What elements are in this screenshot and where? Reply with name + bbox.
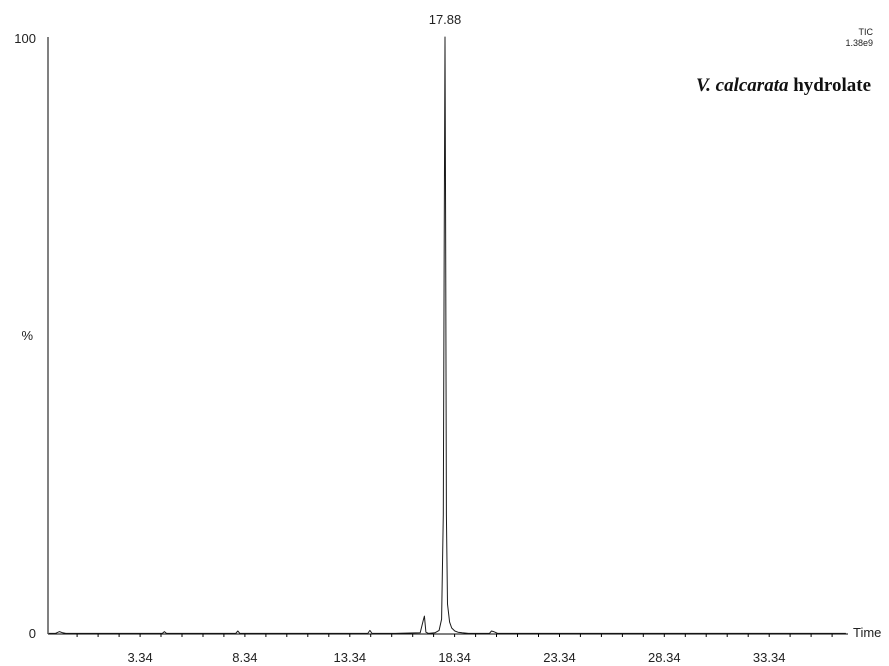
sample-annotation: V. calcarata hydrolate [696, 75, 871, 96]
x-axis-tick-labels: 3.34 8.34 13.34 18.34 23.34 28.34 33.34 [127, 650, 785, 665]
x-tick-label: 23.34 [543, 650, 576, 665]
y-tick-label-100: 100 [14, 31, 36, 46]
x-tick-label: 33.34 [753, 650, 786, 665]
trace-type-label: TIC [859, 27, 874, 37]
x-tick-label: 3.34 [127, 650, 152, 665]
y-axis-label: % [21, 328, 33, 343]
y-tick-label-0: 0 [29, 626, 36, 641]
sample-type-name: hydrolate [788, 75, 871, 96]
x-tick-label: 8.34 [232, 650, 257, 665]
peak-label: 17.88 [429, 12, 462, 27]
trace-intensity-label: 1.38e9 [845, 38, 873, 48]
x-axis-minor-ticks [76, 634, 833, 637]
x-tick-label: 13.34 [334, 650, 367, 665]
x-tick-label: 28.34 [648, 650, 681, 665]
sample-species-name: V. calcarata [696, 75, 789, 96]
x-tick-label: 18.34 [438, 650, 471, 665]
x-axis-label: Time [853, 625, 881, 640]
chromatogram-trace [49, 36, 846, 634]
